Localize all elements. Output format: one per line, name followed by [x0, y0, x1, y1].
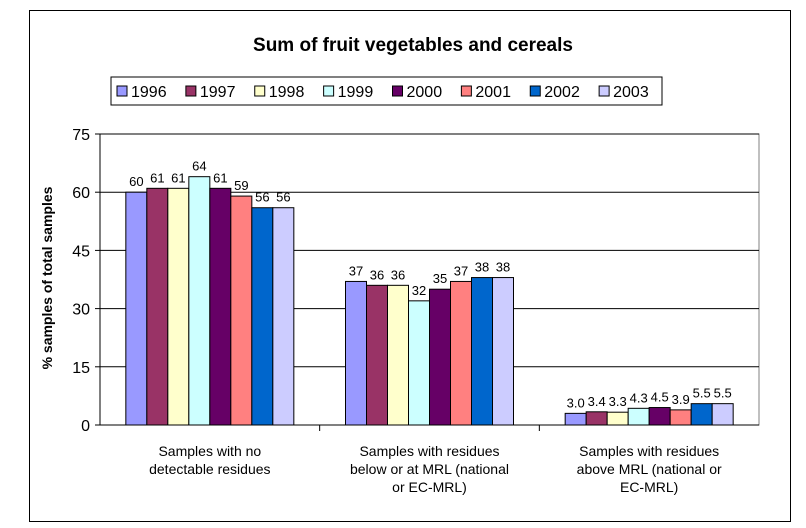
- legend-label: 2002: [544, 84, 580, 101]
- x-category-label: Samples with no: [158, 443, 261, 459]
- bar-2003: [711, 403, 734, 426]
- bar-1996: [564, 412, 587, 426]
- bar-2002: [251, 207, 274, 426]
- bar-1997: [585, 411, 608, 426]
- y-tick-label: 30: [72, 302, 90, 319]
- y-tick-label: 75: [72, 127, 90, 144]
- bar-2000: [429, 288, 451, 426]
- data-label: 61: [213, 170, 227, 185]
- legend-label: 2001: [475, 84, 511, 101]
- bar-1998: [167, 187, 190, 426]
- legend-label: 1996: [131, 84, 167, 101]
- legend-swatch-1998: [254, 85, 266, 97]
- legend-swatch-2002: [529, 85, 541, 97]
- data-label: 60: [129, 174, 143, 189]
- bar-2003: [272, 207, 295, 426]
- x-category-label: above MRL (national or: [577, 461, 722, 477]
- bar-2001: [669, 409, 692, 426]
- plot-area: 0 15 30 45 60 75 60 61 61 64 61 59 56 56 Samples with …: [72, 127, 760, 495]
- legend-label: 2000: [407, 84, 443, 101]
- x-category-label: Samples with residues: [359, 443, 499, 459]
- y-tick-label: 15: [72, 360, 90, 377]
- bar-1999: [627, 407, 650, 426]
- data-label: 4.5: [651, 390, 669, 405]
- data-label: 36: [391, 267, 405, 282]
- y-tick-label: 45: [72, 243, 90, 260]
- bar-1998: [387, 284, 409, 426]
- data-label: 56: [255, 190, 269, 205]
- y-tick-label: 60: [72, 185, 90, 202]
- bar-2001: [230, 195, 253, 426]
- data-label: 5.5: [693, 386, 711, 401]
- x-category-label: below or at MRL (national: [350, 461, 509, 477]
- bar-1999: [188, 176, 211, 426]
- bar-1999: [408, 300, 430, 426]
- bar-1998: [606, 411, 629, 426]
- bar-2002: [471, 277, 493, 426]
- data-label: 3.3: [609, 394, 627, 409]
- y-tick-label: 0: [81, 418, 90, 435]
- data-label: 32: [412, 283, 426, 298]
- bar-2001: [450, 280, 472, 426]
- data-label: 38: [496, 260, 510, 275]
- legend: 1996 1997 1998 1999 2000 2001 2002 2003: [110, 76, 663, 106]
- bar-2000: [648, 407, 671, 426]
- chart-frame: Sum of fruit vegetables and cereals 1996…: [29, 10, 791, 522]
- bar-1997: [146, 187, 169, 426]
- legend-swatch-1999: [323, 85, 335, 97]
- data-label: 3.0: [567, 395, 585, 410]
- data-label: 4.3: [630, 390, 648, 405]
- x-category-label: detectable residues: [149, 461, 270, 477]
- bar-1996: [345, 280, 367, 426]
- legend-swatch-1996: [116, 85, 128, 97]
- x-category-label: EC-MRL): [620, 479, 678, 495]
- data-label: 61: [171, 170, 185, 185]
- x-category-label: or EC-MRL): [392, 479, 467, 495]
- legend-label: 1997: [200, 84, 236, 101]
- legend-label: 1999: [338, 84, 374, 101]
- bar-2003: [492, 277, 514, 426]
- x-category-label: Samples with residues: [579, 443, 719, 459]
- data-label: 61: [150, 170, 164, 185]
- data-label: 38: [475, 260, 489, 275]
- bar-2000: [209, 187, 232, 426]
- chart-svg: Sum of fruit vegetables and cereals 1996…: [39, 35, 760, 495]
- y-axis-label: % samples of total samples: [39, 186, 55, 369]
- legend-swatch-1997: [185, 85, 197, 97]
- legend-swatch-2003: [598, 85, 610, 97]
- bar-1997: [366, 284, 388, 426]
- data-label: 3.9: [672, 392, 690, 407]
- legend-swatch-2000: [392, 85, 403, 97]
- data-label: 5.5: [714, 386, 732, 401]
- data-label: 3.4: [588, 394, 606, 409]
- data-label: 37: [454, 263, 468, 278]
- legend-label: 2003: [613, 84, 649, 101]
- data-label: 59: [234, 178, 248, 193]
- data-label: 64: [192, 159, 206, 174]
- bar-1996: [125, 191, 148, 426]
- bar-2002: [690, 403, 713, 426]
- chart-title: Sum of fruit vegetables and cereals: [253, 35, 573, 56]
- legend-swatch-2001: [460, 85, 472, 97]
- legend-box: [110, 76, 663, 106]
- data-label: 56: [276, 190, 290, 205]
- data-label: 37: [349, 263, 363, 278]
- data-label: 35: [433, 271, 447, 286]
- legend-label: 1998: [269, 84, 305, 101]
- data-label: 36: [370, 267, 384, 282]
